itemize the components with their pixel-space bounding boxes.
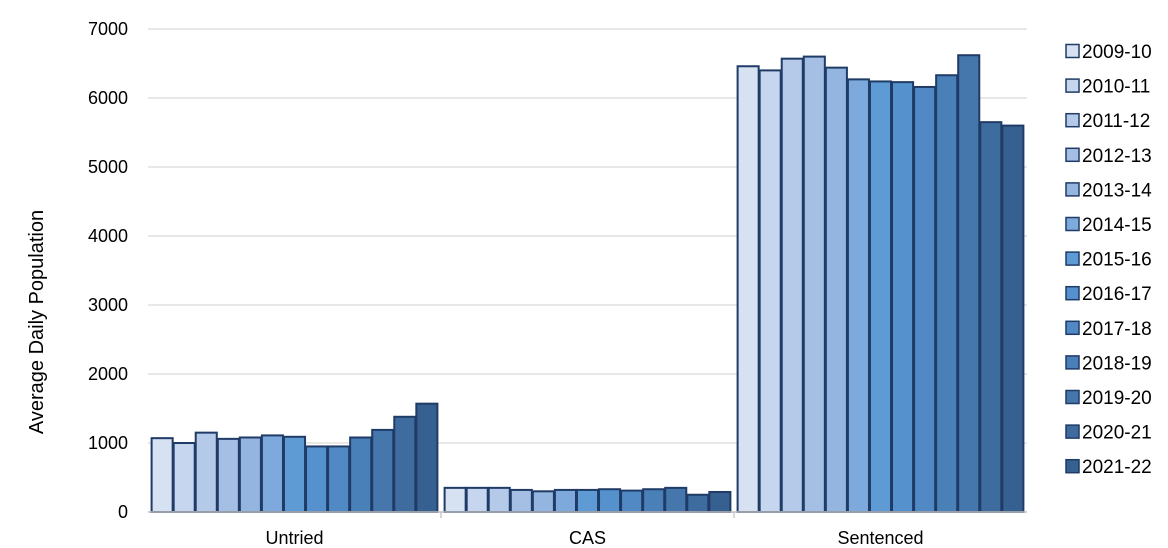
legend-swatch <box>1065 147 1080 163</box>
bar <box>758 69 782 514</box>
legend-label: 2013-14 <box>1082 180 1152 201</box>
y-tick-label: 1000 <box>88 433 128 453</box>
bar <box>415 402 439 514</box>
legend-label: 2011-12 <box>1082 111 1150 132</box>
bar <box>935 74 959 513</box>
bar <box>642 488 666 514</box>
y-tick-label: 7000 <box>88 19 128 39</box>
legend-label: 2019-20 <box>1082 388 1152 409</box>
bar <box>891 81 915 513</box>
bar <box>846 78 870 514</box>
bar <box>824 66 848 513</box>
bar <box>598 488 622 514</box>
bar <box>1001 124 1025 513</box>
legend-swatch <box>1065 43 1080 59</box>
bar <box>443 486 467 514</box>
y-tick-label: 4000 <box>88 226 128 246</box>
bar <box>913 85 937 514</box>
y-tick-label: 0 <box>118 502 128 522</box>
y-axis-title: Average Daily Population <box>26 210 48 434</box>
bar <box>305 445 329 514</box>
bar <box>172 442 196 513</box>
bar <box>509 488 533 514</box>
legend-swatch <box>1065 216 1080 232</box>
bar <box>575 488 600 514</box>
bar <box>393 415 417 513</box>
axes: 0 1000 2000 3000 4000 5000 6000 7000 Untried CAS S… <box>88 19 1027 548</box>
legend-label: 2017-18 <box>1082 319 1152 340</box>
bar <box>708 490 732 513</box>
bar <box>780 57 804 513</box>
legend-label: 2010-11 <box>1082 77 1150 98</box>
bar <box>487 486 511 514</box>
legend-swatch <box>1065 458 1080 474</box>
bar <box>868 80 893 513</box>
legend-swatch <box>1065 320 1080 336</box>
bar <box>979 121 1003 514</box>
bar <box>736 65 760 513</box>
y-tick-label: 5000 <box>88 157 128 177</box>
legend-swatch <box>1065 424 1080 439</box>
legend-swatch <box>1065 112 1080 128</box>
bar <box>194 431 218 513</box>
x-tick-label: CAS <box>569 528 606 548</box>
y-tick-label: 2000 <box>88 364 128 384</box>
bar <box>957 54 981 513</box>
x-tick-label: Sentenced <box>837 528 923 548</box>
bar <box>620 489 644 513</box>
legend-label: 2009-10 <box>1082 42 1152 63</box>
bar <box>216 437 240 513</box>
legend-swatch <box>1065 389 1080 405</box>
bar <box>327 445 351 514</box>
bars <box>150 54 1025 514</box>
bar <box>371 428 395 514</box>
legend-label: 2020-21 <box>1082 423 1152 444</box>
bar <box>349 436 373 514</box>
y-tick-label: 3000 <box>88 295 128 315</box>
bar <box>686 493 710 513</box>
legend-swatch <box>1065 251 1080 266</box>
legend-swatch <box>1065 285 1080 301</box>
legend-swatch <box>1065 182 1080 197</box>
legend: 2009-10 2010-11 2011-12 2012-13 2013-14 2014-… <box>1065 42 1152 478</box>
bar <box>664 486 688 514</box>
legend-label: 2016-17 <box>1082 284 1152 305</box>
legend-label: 2015-16 <box>1082 250 1152 271</box>
legend-label: 2021-22 <box>1082 457 1152 478</box>
legend-label: 2018-19 <box>1082 353 1152 374</box>
gridlines <box>148 28 1027 444</box>
bar <box>150 437 174 514</box>
bar <box>553 488 577 514</box>
legend-swatch <box>1065 355 1080 370</box>
y-tick-label: 6000 <box>88 88 128 108</box>
bar <box>282 435 307 514</box>
bar <box>531 490 555 513</box>
bar <box>260 434 284 513</box>
x-tick-label: Untried <box>265 528 323 548</box>
legend-label: 2014-15 <box>1082 215 1152 236</box>
bar <box>465 486 489 514</box>
legend-swatch <box>1065 78 1080 93</box>
legend-label: 2012-13 <box>1082 146 1152 167</box>
bar <box>802 55 826 513</box>
bar <box>238 436 262 514</box>
